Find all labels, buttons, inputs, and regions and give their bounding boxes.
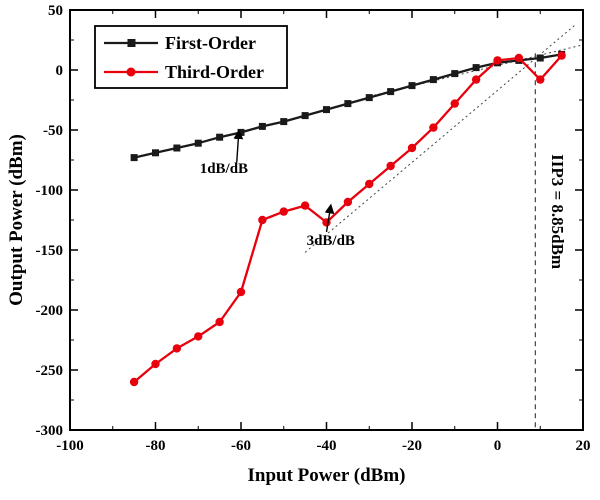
series-third-order — [129, 51, 566, 387]
x-tick-label: -80 — [146, 438, 166, 454]
y-tick-label: -100 — [36, 183, 64, 199]
x-tick-label: -40 — [317, 438, 337, 454]
x-tick-label: -100 — [56, 438, 84, 454]
legend-label-first-order: First-Order — [165, 33, 256, 53]
x-tick-label: -60 — [231, 438, 251, 454]
annotation: 1dB/dB — [200, 161, 248, 177]
annotation-arrow — [233, 129, 244, 163]
annotation: IIP3 = 8.85dBm — [548, 154, 567, 269]
x-tick-label: 20 — [576, 438, 591, 454]
y-tick-label: -200 — [36, 303, 64, 319]
annotation-arrow — [324, 203, 335, 233]
legend: First-Order Third-Order — [94, 25, 288, 89]
y-tick-label: -250 — [36, 363, 64, 379]
third-order-extrapolation — [304, 25, 575, 253]
y-tick-label: -50 — [43, 123, 63, 139]
y-axis-title: Output Power (dBm) — [6, 134, 27, 306]
legend-label-third-order: Third-Order — [165, 62, 264, 82]
y-tick-label: 0 — [56, 63, 64, 79]
y-tick-label: -150 — [36, 243, 64, 259]
x-tick-label: 0 — [494, 438, 502, 454]
annotation: 3dB/dB — [307, 233, 355, 249]
x-tick-label: -20 — [402, 438, 422, 454]
y-tick-label: -300 — [36, 423, 64, 439]
y-tick-label: 50 — [48, 3, 63, 19]
x-axis-title: Input Power (dBm) — [248, 465, 406, 486]
